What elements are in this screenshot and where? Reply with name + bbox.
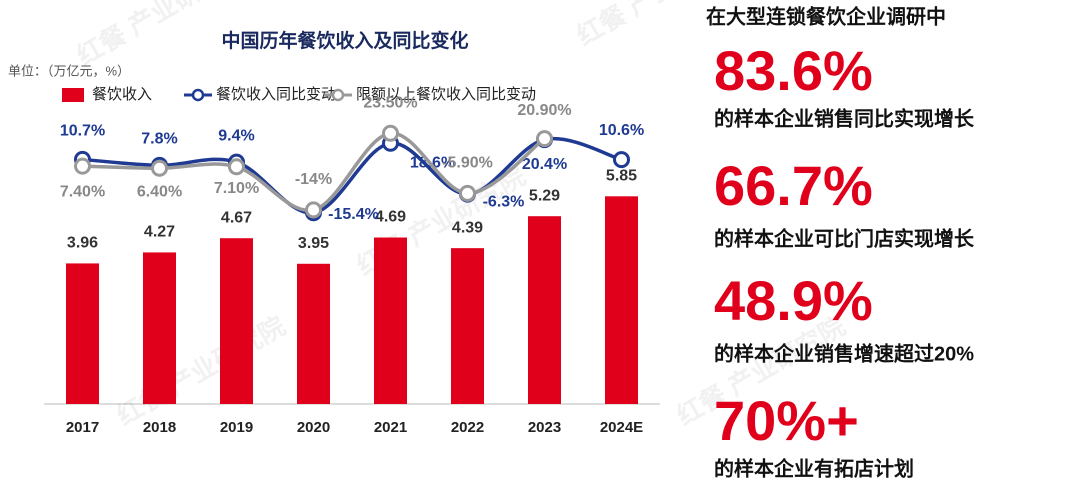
line-value-label: -15.4% (328, 206, 379, 223)
unit-label: 单位：（万亿元，%） (8, 63, 130, 78)
watermark: 红餐 产业研究院 (111, 311, 290, 432)
line-marker (459, 184, 476, 202)
line-marker (74, 157, 91, 175)
bar (143, 252, 176, 404)
line-value-label: 9.4% (218, 127, 254, 144)
x-tick-label: 2022 (451, 419, 484, 436)
survey-stat: 66.7% (714, 154, 873, 217)
survey-text: 的样本企业销售增速超过20% (714, 341, 974, 365)
bar (66, 263, 99, 404)
line-value-label: -5.90% (442, 155, 493, 172)
bar-value-label: 4.27 (144, 224, 175, 241)
line-value-label: -14% (295, 171, 332, 188)
line-value-label: 20.4% (522, 156, 567, 173)
x-tick-label: 2023 (528, 419, 561, 436)
bar-value-label: 4.39 (452, 219, 483, 236)
survey-text: 的样本企业可比门店实现增长 (714, 226, 975, 250)
legend-swatch (62, 88, 84, 102)
survey-text: 的样本企业有拓店计划 (714, 456, 914, 480)
line-value-label: 10.6% (599, 122, 644, 139)
bar (528, 216, 561, 404)
line-value-label: 6.40% (137, 183, 182, 200)
bar-value-label: 3.95 (298, 235, 329, 252)
survey-text: 的样本企业销售同比实现增长 (714, 106, 975, 130)
bar-value-label: 5.29 (529, 187, 560, 204)
bar (374, 237, 407, 404)
bar (605, 196, 638, 404)
bar-value-label: 4.69 (375, 209, 406, 226)
bar-value-label: 5.85 (606, 168, 637, 185)
line-value-label: 20.90% (517, 102, 571, 119)
legend-label: 餐饮收入 (92, 86, 152, 103)
chart-title: 中国历年餐饮收入及同比变化 (221, 29, 468, 52)
line-marker (305, 201, 322, 219)
survey-stat: 70%+ (714, 389, 859, 452)
line-value-label: 7.40% (60, 183, 105, 200)
x-tick-label: 2019 (220, 419, 253, 436)
line-value-label: 7.10% (214, 180, 259, 197)
line-marker (613, 151, 630, 169)
survey-heading: 在大型连锁餐饮企业调研中 (706, 4, 946, 28)
legend-label: 限额以上餐饮收入同比变动 (356, 86, 536, 103)
x-tick-label: 2017 (66, 419, 99, 436)
x-tick-label: 2021 (374, 419, 407, 436)
survey-stat: 48.9% (714, 269, 873, 332)
x-tick-label: 2020 (297, 419, 330, 436)
line-marker (382, 124, 399, 142)
legend-label: 餐饮收入同比变动 (216, 86, 336, 103)
x-tick-label: 2024E (600, 419, 643, 436)
line-value-label: -6.3% (483, 193, 525, 210)
line-value-label: 10.7% (60, 123, 105, 140)
line-marker (536, 130, 553, 148)
line-marker (151, 159, 168, 177)
bar (297, 263, 330, 404)
line-value-label: 18.6% (410, 155, 455, 172)
line-marker (228, 158, 245, 176)
bar (220, 238, 253, 404)
x-tick-label: 2018 (143, 419, 176, 436)
line (82, 136, 623, 215)
line-value-label: 23.50% (363, 94, 417, 111)
legend-swatch (331, 88, 345, 102)
bar-value-label: 3.96 (67, 235, 98, 252)
survey-stat: 83.6% (714, 39, 873, 102)
bar-value-label: 4.67 (221, 209, 252, 226)
bar (451, 248, 484, 404)
legend-swatch (191, 88, 205, 102)
line-value-label: 7.8% (141, 131, 177, 148)
